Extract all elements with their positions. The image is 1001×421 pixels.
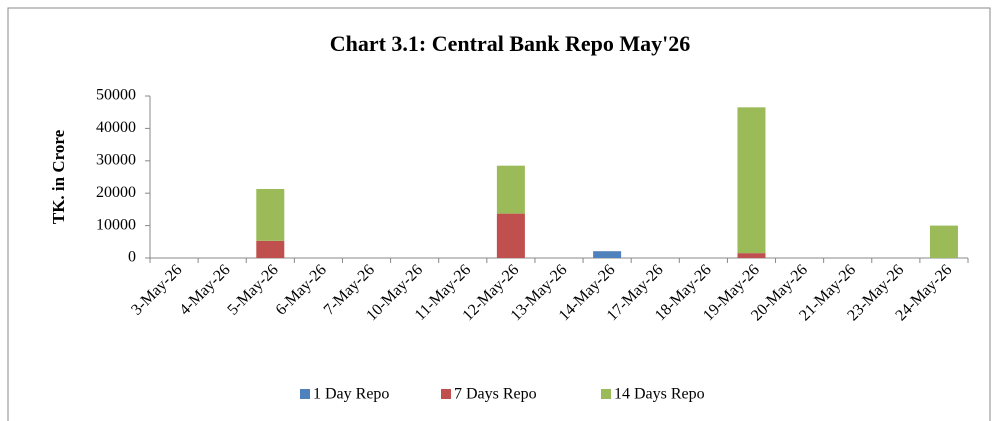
- legend-swatch: [441, 389, 451, 399]
- y-tick-label: 30000: [96, 151, 136, 168]
- legend-swatch: [300, 389, 310, 399]
- y-tick-label: 0: [128, 249, 136, 266]
- bar-segment: [256, 188, 285, 241]
- chart-frame: [7, 7, 991, 421]
- legend-label: 7 Days Repo: [454, 386, 537, 403]
- bar-segment: [737, 253, 766, 258]
- x-tick-label: 6-May-26: [273, 261, 330, 318]
- y-tick-label: 50000: [96, 87, 136, 104]
- bar-segment: [593, 251, 622, 258]
- legend-label: 14 Days Repo: [614, 386, 705, 403]
- y-tick-label: 20000: [96, 184, 136, 201]
- bar-segment: [929, 225, 958, 258]
- y-axis-label: TK. in Crore: [49, 129, 68, 224]
- bar-segment: [496, 213, 525, 258]
- x-tick-label: 5-May-26: [224, 261, 281, 318]
- bar-segment: [496, 165, 525, 214]
- y-tick-label: 40000: [96, 119, 136, 136]
- bar-segment: [256, 240, 285, 258]
- x-tick-label: 4-May-26: [176, 261, 233, 318]
- y-tick-label: 10000: [96, 216, 136, 233]
- legend-swatch: [601, 389, 611, 399]
- bar-segment: [737, 107, 766, 254]
- chart-title: Chart 3.1: Central Bank Repo May'26: [330, 31, 691, 56]
- legend-label: 1 Day Repo: [313, 386, 389, 403]
- x-tick-label: 3-May-26: [128, 261, 185, 318]
